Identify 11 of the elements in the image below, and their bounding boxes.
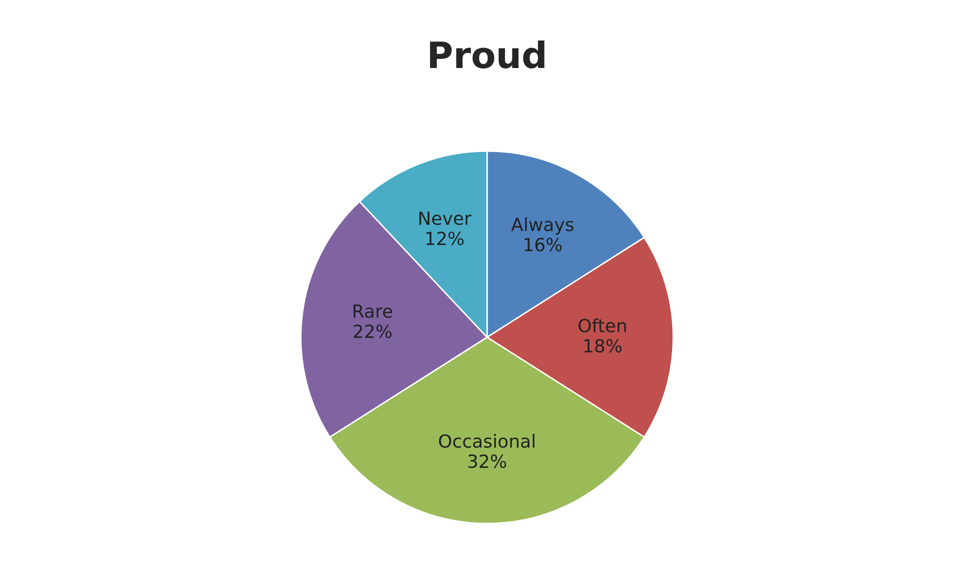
slice-label: Always	[511, 217, 574, 235]
data-label: 18%	[584, 338, 622, 353]
data-label: 22%	[354, 324, 392, 338]
slice-label: Never	[419, 212, 472, 226]
data-label: 12%	[426, 232, 464, 246]
data-label: 16%	[524, 238, 562, 252]
slice-label: Rare	[354, 304, 392, 318]
chart-title: Proud	[430, 40, 544, 68]
data-label: 32%	[468, 454, 506, 468]
slice-label: Occasional	[439, 434, 534, 448]
slice-label: Often	[578, 318, 626, 332]
